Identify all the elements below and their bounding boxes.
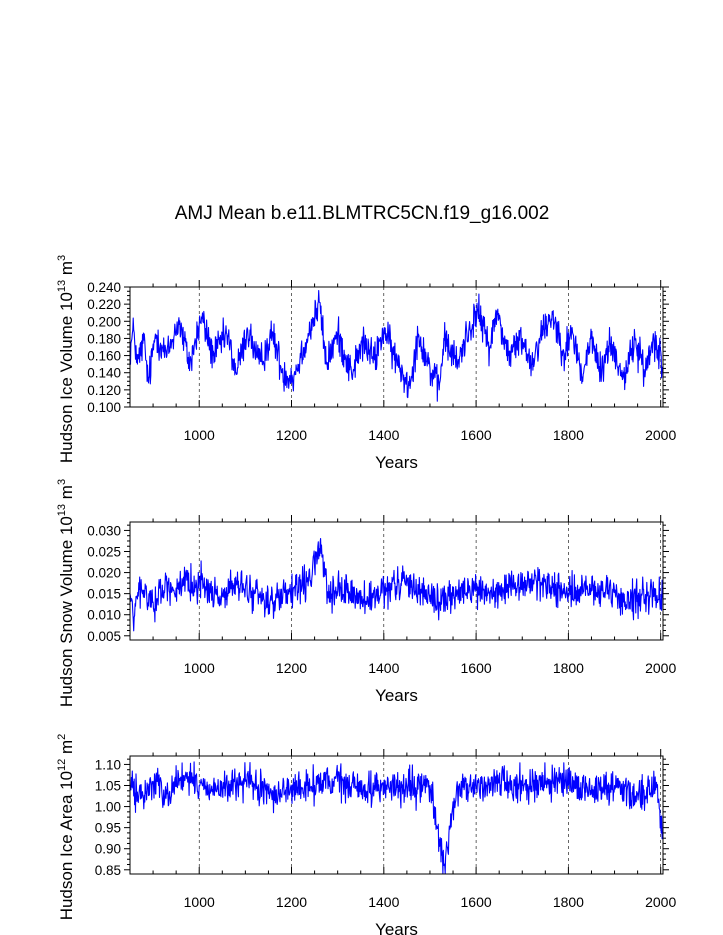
x-tick-label: 1200	[276, 427, 307, 443]
y-tick-label: 0.160	[87, 349, 121, 364]
y-tick-label: 0.180	[87, 331, 121, 346]
y-tick-label: 0.240	[87, 280, 121, 295]
y-tick-label: 0.85	[95, 863, 121, 878]
panel-3: 1000 1200 1400 1600 1800 2000 0.85 0.90 0.95 1.00…	[56, 734, 676, 935]
series-line	[129, 761, 664, 875]
series-line	[129, 538, 664, 632]
x-tick-label: 1600	[461, 660, 492, 676]
y-tick-label: 0.100	[87, 400, 121, 415]
x-tick-label: 1400	[368, 427, 399, 443]
y-tick-label: 0.005	[87, 629, 121, 644]
x-tick-label: 2000	[645, 427, 676, 443]
x-tick-label: 1600	[461, 894, 492, 910]
x-axis-label: Years	[375, 686, 418, 705]
figure-title: AMJ Mean b.e11.BLMTRC5CN.f19_g16.002	[175, 203, 550, 224]
y-tick-label: 1.05	[95, 779, 121, 794]
x-tick-label: 1200	[276, 660, 307, 676]
x-tick-label: 1200	[276, 894, 307, 910]
y-tick-label: 0.025	[87, 545, 121, 560]
y-axis-label: Hudson Snow Volume 1013 m3	[56, 479, 76, 707]
series-line	[129, 289, 664, 402]
y-tick-label: 1.10	[95, 757, 121, 772]
y-tick-label: 0.020	[87, 566, 121, 581]
x-tick-label: 1400	[368, 894, 399, 910]
y-tick-label: 0.220	[87, 297, 121, 312]
panel-2: 1000 1200 1400 1600 1800 2000 0.005 0.010 0.015 0…	[56, 479, 676, 707]
panel-1: 1000 1200 1400 1600 1800 2000 0.100 0.120 0.140 0…	[56, 255, 676, 472]
plot-frame	[129, 521, 664, 641]
x-tick-label: 1000	[184, 894, 215, 910]
x-axis-label: Years	[375, 920, 418, 935]
x-tick-label: 1800	[553, 427, 584, 443]
x-tick-label: 2000	[645, 660, 676, 676]
plot-frame	[129, 755, 664, 875]
y-tick-label: 0.140	[87, 366, 121, 381]
y-tick-label: 0.95	[95, 821, 121, 836]
x-tick-label: 2000	[645, 894, 676, 910]
y-tick-label: 0.030	[87, 523, 121, 538]
y-tick-label: 0.200	[87, 314, 121, 329]
y-tick-label: 0.120	[87, 383, 121, 398]
y-tick-label: 0.015	[87, 587, 121, 602]
y-axis-label: Hudson Ice Area 1012 m2	[56, 734, 76, 921]
x-axis-label: Years	[375, 453, 418, 472]
x-tick-label: 1800	[553, 660, 584, 676]
x-tick-label: 1600	[461, 427, 492, 443]
x-tick-label: 1000	[184, 427, 215, 443]
y-axis-label: Hudson Ice Volume 1013 m3	[56, 255, 76, 463]
x-tick-label: 1800	[553, 894, 584, 910]
x-tick-label: 1000	[184, 660, 215, 676]
x-tick-label: 1400	[368, 660, 399, 676]
y-tick-label: 1.00	[95, 800, 121, 815]
y-tick-label: 0.90	[95, 842, 121, 857]
y-tick-label: 0.010	[87, 608, 121, 623]
